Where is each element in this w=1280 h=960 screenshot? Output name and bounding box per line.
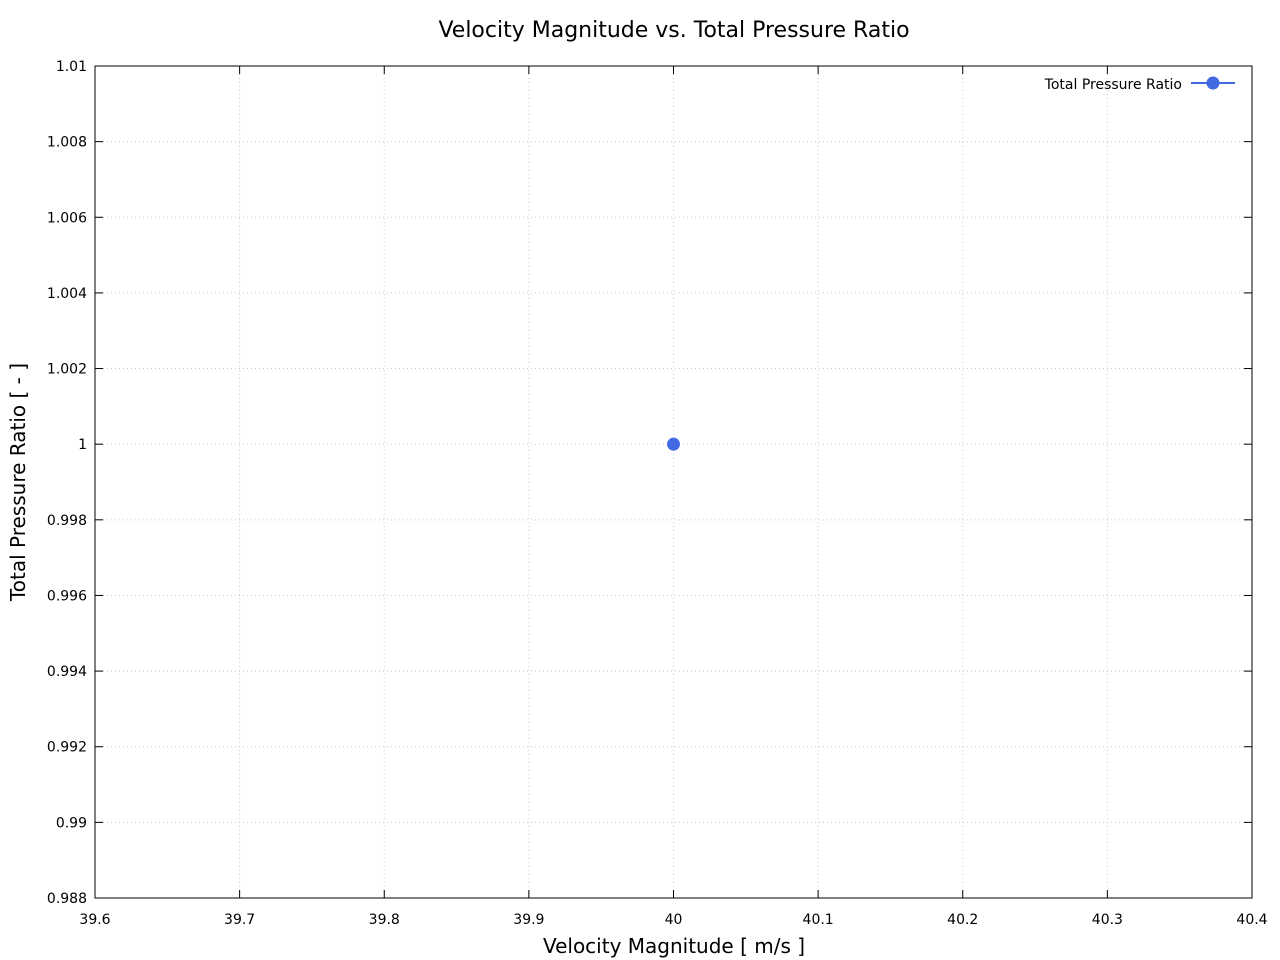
legend-marker [1206, 76, 1220, 90]
legend-label: Total Pressure Ratio [1044, 77, 1182, 93]
x-tick-labels: 39.6 39.7 39.8 39.9 40 40.1 40.2 40.3 40.4 [79, 912, 1267, 928]
x-tick-label: 40.3 [1092, 912, 1123, 928]
y-tick-labels: 0.988 0.99 0.992 0.994 0.996 0.998 1 1.002 1.004… [47, 59, 87, 907]
x-tick-label: 39.6 [79, 912, 110, 928]
legend: Total Pressure Ratio [1044, 76, 1235, 93]
x-axis-label: Velocity Magnitude [ m/s ] [543, 934, 805, 958]
x-tick-label: 40 [665, 912, 683, 928]
x-tick-label: 40.1 [803, 912, 834, 928]
y-tick-label: 1 [78, 437, 87, 453]
y-tick-label: 1.008 [47, 135, 87, 151]
y-tick-label: 0.992 [47, 740, 87, 756]
grid [95, 66, 1252, 898]
ticks [94, 65, 1253, 899]
data-point [667, 437, 680, 451]
y-tick-label: 1.01 [56, 59, 87, 75]
x-tick-label: 40.2 [947, 912, 978, 928]
x-tick-label: 39.9 [513, 912, 544, 928]
y-axis-label: Total Pressure Ratio [ - ] [6, 363, 30, 602]
y-tick-label: 0.988 [47, 891, 87, 907]
y-tick-label: 0.99 [56, 815, 87, 831]
series-layer [667, 437, 680, 451]
y-tick-label: 1.002 [47, 362, 87, 378]
y-tick-label: 1.004 [47, 286, 87, 302]
x-tick-label: 39.8 [369, 912, 400, 928]
chart-title: Velocity Magnitude vs. Total Pressure Ra… [438, 18, 909, 43]
y-tick-label: 1.006 [47, 210, 87, 226]
y-tick-label: 0.998 [47, 513, 87, 529]
x-tick-label: 39.7 [224, 912, 255, 928]
x-tick-label: 40.4 [1236, 912, 1267, 928]
y-tick-label: 0.996 [47, 588, 87, 604]
y-tick-label: 0.994 [47, 664, 87, 680]
